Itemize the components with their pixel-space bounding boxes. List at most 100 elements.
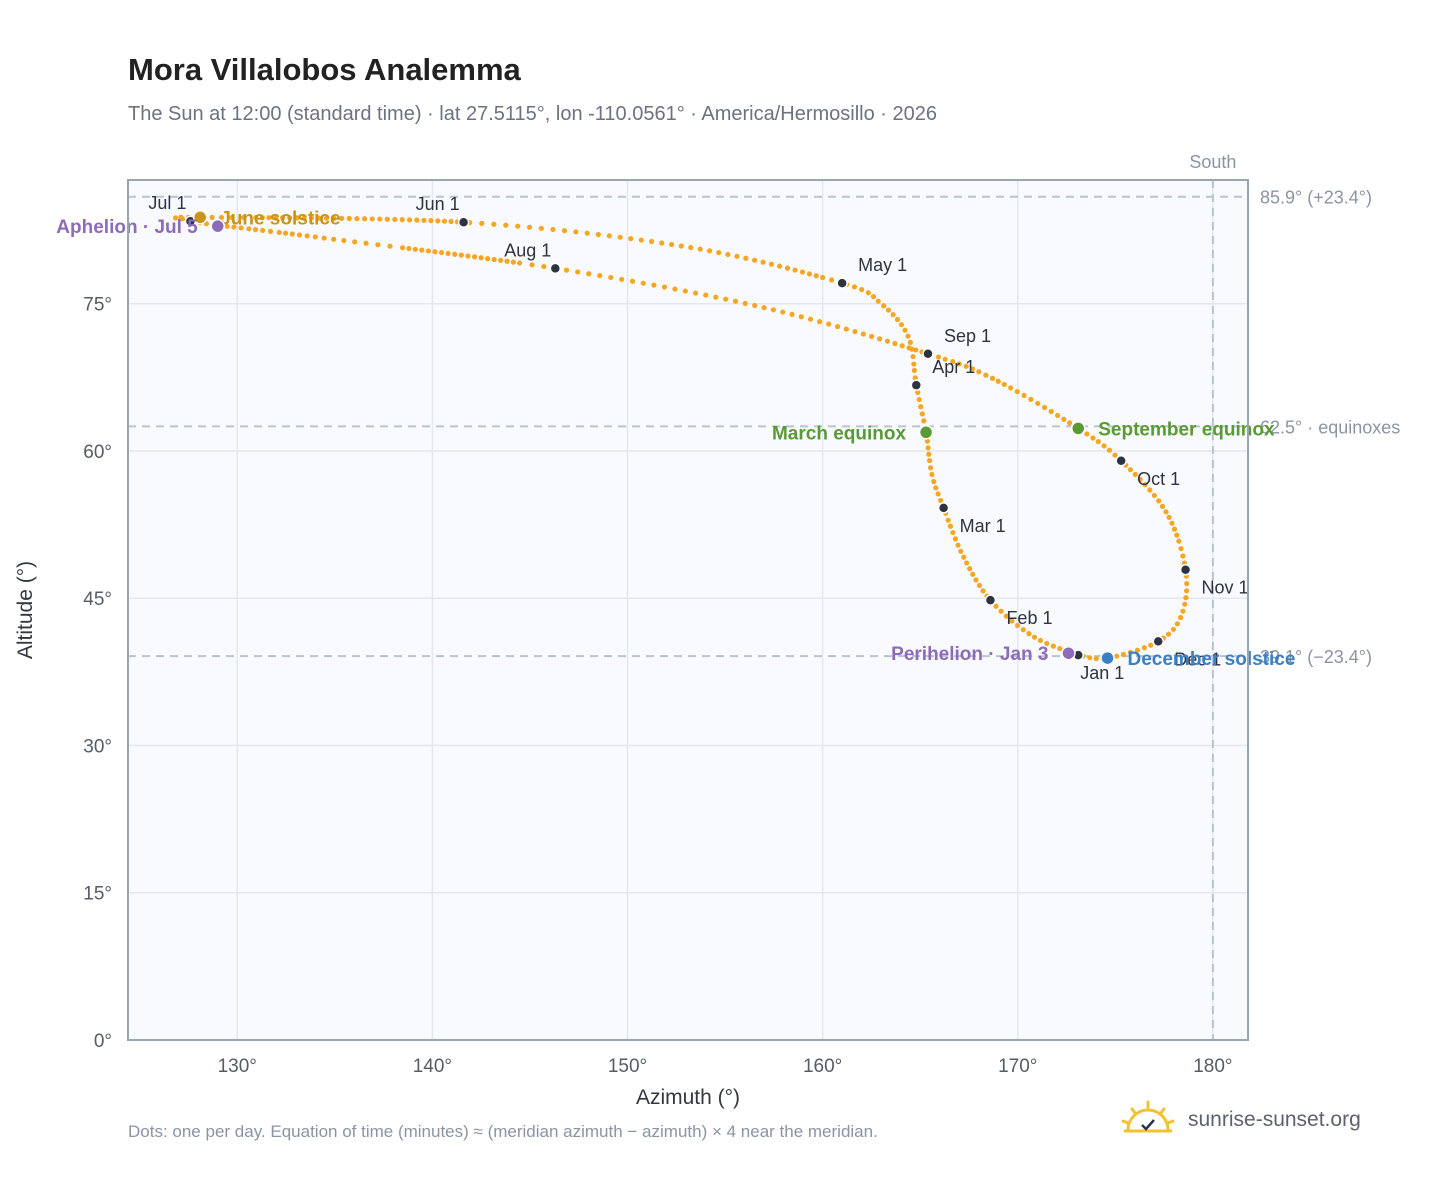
month-marker-label: Sep 1 bbox=[944, 326, 991, 346]
daily-sun-dot bbox=[1041, 404, 1048, 411]
daily-sun-dot bbox=[526, 224, 533, 230]
daily-sun-dot bbox=[346, 215, 352, 222]
daily-sun-dot bbox=[399, 245, 406, 251]
daily-sun-dot bbox=[1137, 476, 1143, 483]
daily-sun-dot bbox=[935, 354, 942, 360]
daily-sun-dot bbox=[1101, 443, 1107, 449]
daily-sun-dot bbox=[1176, 538, 1182, 544]
daily-sun-dot bbox=[1057, 645, 1063, 652]
daily-sun-dot bbox=[906, 345, 912, 351]
daily-sun-dot bbox=[287, 215, 293, 221]
daily-sun-dot bbox=[421, 217, 427, 223]
daily-sun-dot bbox=[406, 217, 413, 223]
daily-sun-dot bbox=[1020, 627, 1026, 633]
daily-sun-dot bbox=[926, 457, 933, 464]
daily-sun-dot bbox=[304, 233, 310, 239]
daily-sun-dot bbox=[890, 312, 896, 318]
reference-lines-layer: 85.9° (+23.4°) 62.5° · equinoxes 39.1° (−2… bbox=[128, 152, 1400, 1040]
daily-sun-dot bbox=[860, 331, 866, 337]
daily-sun-dot bbox=[608, 274, 614, 281]
brand[interactable]: sunrise-sunset.org bbox=[1120, 1100, 1361, 1140]
daily-sun-dot bbox=[387, 243, 393, 249]
daily-sun-dot bbox=[323, 215, 330, 221]
daily-sun-dot bbox=[659, 240, 665, 246]
daily-sun-dot bbox=[321, 235, 327, 241]
daily-sun-dot bbox=[246, 226, 252, 232]
daily-sun-dot bbox=[732, 298, 739, 304]
daily-sun-dot bbox=[995, 378, 1001, 384]
reference-line-label: 62.5° · equinoxes bbox=[1260, 417, 1400, 437]
daily-sun-dot bbox=[807, 316, 814, 322]
y-tick-label: 45° bbox=[83, 589, 112, 610]
daily-sun-dot bbox=[375, 242, 381, 248]
daily-sun-dot bbox=[907, 339, 913, 345]
daily-sun-dot bbox=[465, 253, 471, 259]
daily-sun-dot bbox=[927, 465, 934, 471]
daily-sun-dot bbox=[1003, 613, 1009, 619]
chart-title: Mora Villalobos Analemma bbox=[128, 52, 521, 87]
daily-sun-dot bbox=[550, 226, 556, 233]
daily-sun-dot bbox=[316, 215, 322, 221]
daily-sun-dot bbox=[1031, 634, 1038, 640]
daily-sun-dot bbox=[967, 566, 973, 572]
daily-sun-dot bbox=[931, 478, 937, 485]
daily-sun-dot bbox=[361, 216, 368, 222]
daily-sun-dot bbox=[491, 256, 497, 263]
daily-sun-dot bbox=[441, 218, 448, 224]
daily-sun-dot bbox=[252, 226, 259, 233]
daily-sun-dot bbox=[619, 276, 625, 282]
y-tick-label: 15° bbox=[83, 884, 112, 905]
daily-sun-dot bbox=[776, 263, 783, 269]
daily-sun-dot bbox=[924, 438, 930, 444]
daily-sun-dot bbox=[172, 215, 179, 221]
daily-sun-dot bbox=[273, 215, 279, 221]
month-marker-label: Jan 1 bbox=[1080, 663, 1124, 683]
daily-sun-dot bbox=[798, 314, 804, 320]
daily-sun-dot bbox=[289, 231, 295, 237]
daily-sun-dot bbox=[1174, 621, 1180, 627]
daily-sun-dot bbox=[958, 548, 964, 554]
event-marker bbox=[1100, 650, 1115, 666]
daily-sun-dot bbox=[1182, 601, 1188, 607]
daily-sun-dot bbox=[425, 248, 431, 254]
daily-sun-dot bbox=[1014, 622, 1021, 629]
event-marker bbox=[918, 425, 934, 440]
daily-sun-dot bbox=[1165, 631, 1172, 637]
month-marker-label: Apr 1 bbox=[932, 357, 975, 377]
event-label: September equinox bbox=[1098, 419, 1275, 440]
daily-sun-dot bbox=[799, 269, 806, 275]
daily-sun-dot bbox=[976, 582, 983, 589]
daily-sun-dot bbox=[640, 280, 646, 286]
daily-sun-dot bbox=[1084, 431, 1090, 437]
daily-sun-dot bbox=[870, 294, 877, 300]
daily-sun-dot bbox=[1127, 649, 1134, 656]
daily-sun-dot bbox=[921, 418, 927, 424]
daily-sun-dot bbox=[253, 215, 259, 221]
daily-sun-dot bbox=[998, 608, 1004, 614]
daily-sun-dot bbox=[826, 321, 832, 327]
month-marker-label: Aug 1 bbox=[504, 240, 551, 260]
daily-sun-dot bbox=[692, 290, 699, 296]
daily-sun-dot bbox=[834, 323, 841, 330]
daily-sun-dot bbox=[510, 259, 516, 265]
daily-sun-dot bbox=[956, 361, 962, 367]
chart-subtitle: The Sun at 12:00 (standard time) · lat 2… bbox=[128, 103, 938, 125]
daily-sun-dot bbox=[412, 246, 418, 252]
daily-sun-dot bbox=[716, 250, 722, 256]
x-tick-label: 170° bbox=[998, 1056, 1037, 1077]
daily-sun-dot bbox=[911, 367, 918, 373]
daily-sun-dot bbox=[406, 245, 412, 252]
event-label: December solstice bbox=[1128, 649, 1296, 670]
daily-sun-dot bbox=[760, 259, 766, 265]
month-marker-label: Dec 1 bbox=[1174, 649, 1221, 669]
event-marker bbox=[210, 218, 226, 234]
daily-sun-dot bbox=[638, 237, 644, 243]
daily-sun-dot bbox=[561, 228, 568, 234]
reference-line-label: 39.1° (−23.4°) bbox=[1260, 647, 1372, 667]
daily-sun-dot bbox=[869, 333, 875, 340]
daily-sun-dot bbox=[179, 216, 185, 222]
daily-sun-dot bbox=[806, 271, 813, 277]
daily-sun-dot bbox=[369, 216, 375, 222]
daily-sun-dot bbox=[935, 491, 941, 497]
